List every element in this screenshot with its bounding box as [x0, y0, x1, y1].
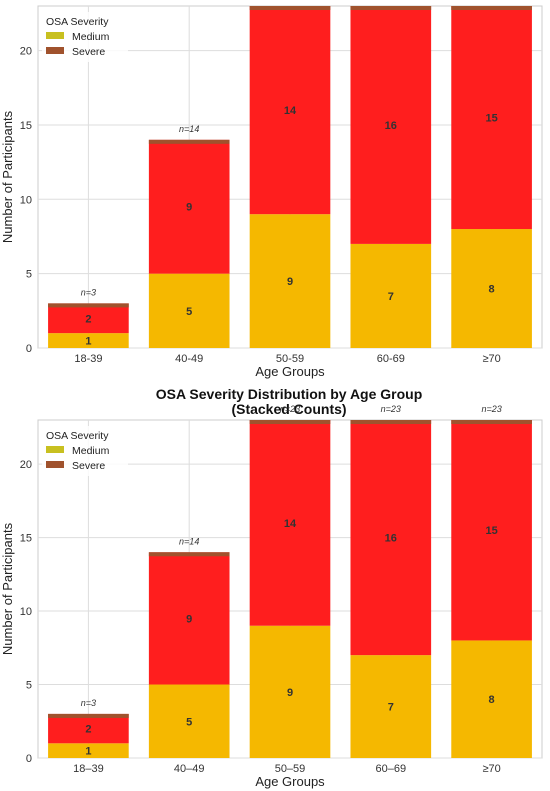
legend-swatch-severe — [46, 47, 64, 54]
medium-value-label: 7 — [388, 702, 394, 714]
bar-severe — [148, 552, 230, 685]
chart-bottom: 0 5 10 15 20 1 2 n=3 18–39 5 9 n=14 40–49 9 14 n=23 50–5… — [0, 404, 543, 789]
bar-severe-cap — [249, 420, 331, 424]
bar-medium — [350, 243, 432, 348]
x-tick-label: 50-59 — [276, 353, 304, 365]
y-tick-label: 0 — [26, 343, 32, 355]
bar-severe — [350, 6, 432, 244]
legend-swatch-medium — [46, 32, 64, 39]
legend-swatch-medium — [46, 446, 64, 453]
bar-severe-cap — [148, 139, 230, 144]
total-label: n=14 — [179, 536, 199, 546]
legend-title: OSA Severity — [46, 430, 109, 442]
figure-title-line2: (Stacked Counts) — [231, 401, 346, 417]
y-axis-label: Number of Participants — [0, 522, 15, 655]
medium-value-label: 1 — [85, 746, 91, 758]
x-tick-label: 18-39 — [74, 353, 102, 365]
medium-value-label: 5 — [186, 716, 192, 728]
total-label: n=23 — [280, 404, 300, 414]
legend-label-medium: Medium — [72, 31, 110, 43]
x-tick-label: ≥70 — [482, 353, 500, 365]
bar-severe-cap — [350, 6, 432, 10]
medium-value-label: 8 — [489, 284, 495, 296]
y-tick-label: 15 — [20, 533, 32, 545]
y-tick-label: 5 — [26, 269, 32, 281]
bar-severe — [148, 139, 230, 274]
legend-label-medium: Medium — [72, 445, 110, 457]
bar-severe-cap — [48, 713, 129, 718]
bar-medium — [48, 333, 129, 348]
y-tick-label: 20 — [20, 46, 32, 58]
legend-label-severe: Severe — [72, 46, 105, 58]
y-tick-label: 10 — [20, 606, 32, 618]
medium-value-label: 5 — [186, 306, 192, 318]
bar-medium — [350, 655, 432, 758]
severe-value-label: 15 — [485, 525, 497, 537]
severe-value-label: 15 — [485, 113, 497, 125]
severe-value-label: 16 — [385, 533, 397, 545]
bar-severe-cap — [451, 420, 532, 424]
bar-severe-cap — [249, 6, 331, 10]
severe-value-label: 14 — [284, 105, 297, 117]
bar-medium — [249, 625, 331, 758]
severe-value-label: 9 — [186, 613, 192, 625]
medium-value-label: 7 — [388, 291, 394, 303]
bar-severe-cap — [148, 552, 230, 557]
bar-severe — [249, 420, 331, 626]
legend-title: OSA Severity — [46, 16, 109, 28]
x-tick-label: 50–59 — [275, 763, 306, 775]
x-tick-label: 18–39 — [73, 763, 104, 775]
medium-value-label: 9 — [287, 276, 293, 288]
bar-severe — [249, 6, 331, 215]
total-label: n=14 — [179, 124, 199, 134]
severe-value-label: 2 — [85, 313, 91, 325]
medium-value-label: 9 — [287, 687, 293, 699]
total-label: n=3 — [81, 287, 96, 297]
legend-label-severe: Severe — [72, 460, 105, 472]
bar-severe-cap — [48, 303, 129, 308]
y-tick-label: 0 — [26, 753, 32, 765]
bar-medium — [249, 214, 331, 348]
y-tick-label: 15 — [20, 120, 32, 132]
severe-value-label: 9 — [186, 202, 192, 214]
x-axis-label: Age Groups — [255, 774, 325, 789]
total-label: n=23 — [381, 404, 401, 414]
bar-medium — [148, 273, 230, 348]
y-tick-label: 5 — [26, 680, 32, 692]
severe-value-label: 14 — [284, 518, 297, 530]
y-tick-label: 20 — [20, 459, 32, 471]
bar-medium — [148, 684, 230, 758]
x-tick-label: ≥70 — [482, 763, 500, 775]
medium-value-label: 8 — [489, 694, 495, 706]
bar-severe — [451, 420, 532, 641]
bar-severe — [451, 6, 532, 230]
x-axis-label: Age Groups — [255, 364, 325, 379]
bar-severe — [48, 303, 129, 334]
severe-value-label: 2 — [85, 724, 91, 736]
y-tick-label: 10 — [20, 194, 32, 206]
bar-severe — [48, 713, 129, 744]
medium-value-label: 1 — [85, 336, 91, 348]
x-tick-label: 40-49 — [175, 353, 203, 365]
bar-severe — [350, 420, 432, 656]
x-tick-label: 40–49 — [174, 763, 205, 775]
chart-top: 0510152012n=318-3959n=1440-49914n=2350-5… — [0, 5, 543, 379]
legend-swatch-severe — [46, 461, 64, 468]
bar-medium — [48, 743, 129, 758]
total-label: n=3 — [81, 698, 96, 708]
total-label: n=23 — [481, 404, 501, 414]
severe-value-label: 16 — [385, 120, 397, 132]
bar-medium — [451, 640, 532, 758]
x-tick-label: 60–69 — [376, 763, 407, 775]
bar-severe-cap — [350, 420, 432, 424]
y-axis-label: Number of Participants — [0, 110, 15, 243]
bar-severe-cap — [451, 6, 532, 10]
figure-title-line1: OSA Severity Distribution by Age Group — [156, 386, 423, 402]
x-tick-label: 60-69 — [377, 353, 405, 365]
bar-medium — [451, 229, 532, 348]
